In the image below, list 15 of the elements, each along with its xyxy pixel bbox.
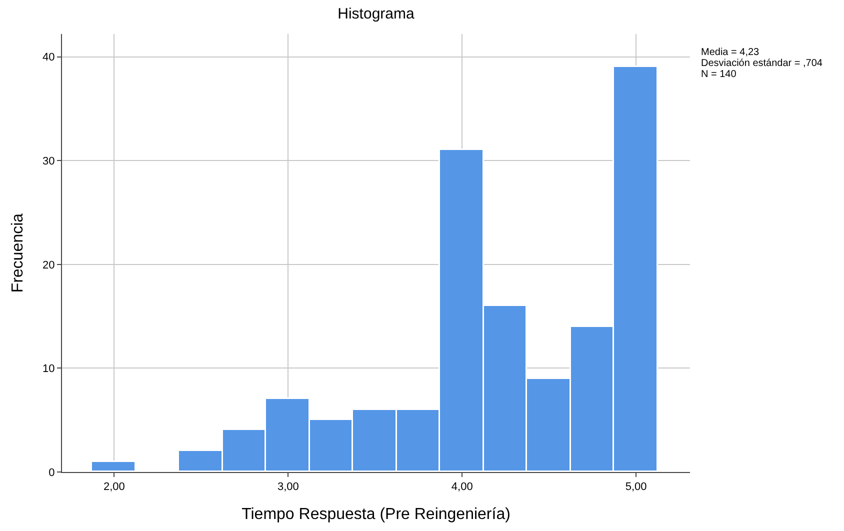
y-tick-label: 30 [42, 155, 55, 168]
x-tick-label: 4,00 [451, 481, 473, 494]
x-tick-label: 2,00 [103, 481, 125, 494]
chart-title: Histograma [338, 5, 415, 22]
text: Desviación estándar = ,704 [701, 58, 823, 69]
y-tick-label: 40 [42, 52, 55, 64]
x-axis-title: Tiempo Respuesta (Pre Reingeniería) [242, 506, 510, 523]
text: N = 140 [701, 69, 737, 80]
y-tick-label: 10 [42, 363, 55, 376]
x-tick-label: 3,00 [277, 481, 299, 494]
x-tick-label: 5,00 [625, 481, 647, 494]
y-tick-label: 0 [48, 466, 55, 479]
y-tick-label: 20 [42, 259, 55, 272]
text: Media = 4,23 [701, 47, 760, 58]
y-axis-title: Frecuencia [9, 213, 26, 293]
